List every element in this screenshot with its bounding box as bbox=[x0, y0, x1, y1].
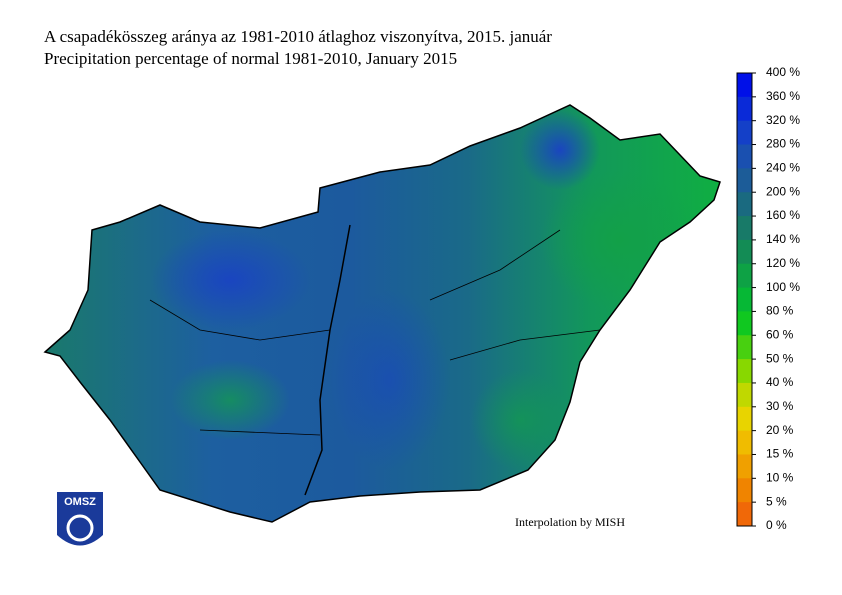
legend-label: 320 % bbox=[766, 113, 800, 127]
legend-swatch bbox=[737, 335, 752, 360]
legend-label: 100 % bbox=[766, 280, 800, 294]
legend-label: 20 % bbox=[766, 423, 794, 437]
legend-label: 5 % bbox=[766, 494, 787, 508]
legend-swatch bbox=[737, 502, 752, 527]
legend-swatch bbox=[737, 430, 752, 455]
logo-text: OMSZ bbox=[64, 496, 96, 508]
precipitation-map bbox=[45, 105, 720, 522]
legend-swatch bbox=[737, 168, 752, 193]
legend-swatch bbox=[737, 311, 752, 336]
legend-swatch bbox=[737, 359, 752, 384]
legend: 400 % 360 % 320 % 280 % 240 % 200 % 160 % 140 %… bbox=[736, 65, 800, 532]
legend-label: 400 % bbox=[766, 65, 800, 79]
legend-label: 10 % bbox=[766, 470, 794, 484]
legend-swatch bbox=[737, 263, 752, 289]
legend-swatch bbox=[737, 96, 752, 122]
legend-label: 15 % bbox=[766, 447, 794, 461]
legend-label: 0 % bbox=[766, 518, 787, 532]
legend-swatch bbox=[737, 120, 752, 146]
title-hu: A csapadékösszeg aránya az 1981-2010 átl… bbox=[44, 27, 552, 46]
legend-swatch bbox=[737, 287, 752, 312]
legend-swatch bbox=[737, 216, 752, 241]
legend-swatch bbox=[737, 454, 752, 479]
logo: OMSZ bbox=[57, 492, 103, 546]
legend-swatch bbox=[737, 382, 752, 408]
legend-swatch bbox=[737, 406, 752, 432]
legend-swatch bbox=[737, 192, 752, 217]
legend-swatch bbox=[737, 478, 752, 503]
title-en: Precipitation percentage of normal 1981-… bbox=[44, 49, 457, 68]
legend-label: 360 % bbox=[766, 89, 800, 103]
legend-label: 140 % bbox=[766, 232, 800, 246]
legend-label: 160 % bbox=[766, 208, 800, 222]
legend-frame bbox=[736, 72, 753, 527]
credit: Interpolation by MISH bbox=[515, 515, 625, 529]
legend-label: 80 % bbox=[766, 304, 794, 318]
legend-swatch bbox=[737, 239, 752, 265]
legend-label: 200 % bbox=[766, 184, 800, 198]
legend-swatch bbox=[737, 73, 752, 98]
legend-label: 280 % bbox=[766, 137, 800, 151]
legend-label: 120 % bbox=[766, 256, 800, 270]
legend-swatch bbox=[737, 144, 752, 169]
legend-label: 50 % bbox=[766, 351, 794, 365]
legend-label: 40 % bbox=[766, 375, 794, 389]
legend-label: 240 % bbox=[766, 161, 800, 175]
legend-label: 30 % bbox=[766, 399, 794, 413]
legend-label: 60 % bbox=[766, 327, 794, 341]
